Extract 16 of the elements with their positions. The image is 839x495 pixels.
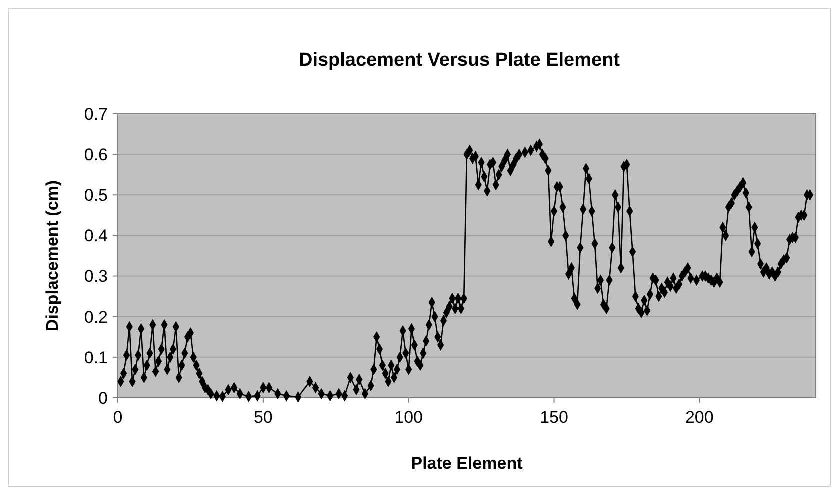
- y-tick-label: 0.7: [84, 104, 108, 124]
- x-axis-title: Plate Element: [411, 454, 524, 473]
- x-tick-label: 150: [540, 408, 568, 427]
- y-tick-label: 0.1: [84, 348, 108, 368]
- y-axis-title: Displacement (cm): [43, 180, 62, 332]
- y-tick-label: 0.3: [84, 267, 108, 286]
- y-tick-label: 0.2: [84, 308, 108, 327]
- y-tick-label: 0.4: [84, 226, 108, 246]
- y-tick-label: 0.6: [84, 146, 108, 165]
- x-tick-label: 50: [254, 408, 273, 427]
- chart-title: Displacement Versus Plate Element: [298, 50, 621, 71]
- y-tick-label: 0: [98, 388, 108, 408]
- y-tick-label: 0.5: [84, 186, 108, 206]
- x-tick-label: 100: [394, 408, 424, 427]
- x-tick-label: 200: [685, 408, 714, 427]
- x-tick-label: 0: [113, 408, 123, 427]
